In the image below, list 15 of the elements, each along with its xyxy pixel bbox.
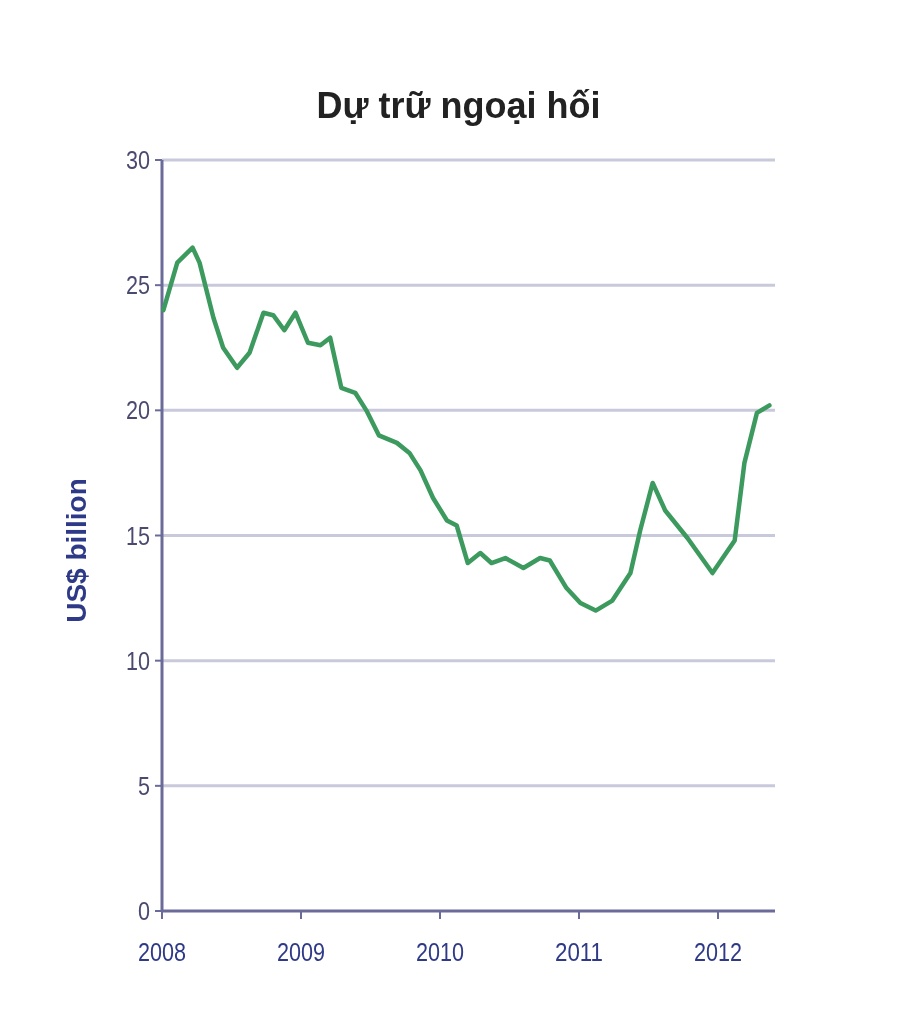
y-tick-label: 25 [126, 270, 155, 301]
x-tick-label: 2010 [416, 937, 474, 967]
x-tick-label: 2012 [694, 937, 752, 967]
y-tick-label: 10 [126, 645, 155, 676]
line-series [161, 245, 772, 613]
y-tick-label: 15 [126, 520, 155, 551]
x-tick-label: 2008 [138, 937, 196, 967]
y-tick-label: 30 [126, 145, 155, 176]
y-axis-title: US$ billion [61, 478, 92, 623]
y-tick-label: 5 [138, 770, 153, 801]
y-tick-label: 20 [126, 395, 155, 426]
x-tick-label: 2011 [555, 937, 611, 967]
x-tick-label: 2009 [277, 937, 335, 967]
chart-title: Dự trữ ngoại hối [316, 85, 601, 126]
y-tick-label: 0 [138, 896, 153, 927]
